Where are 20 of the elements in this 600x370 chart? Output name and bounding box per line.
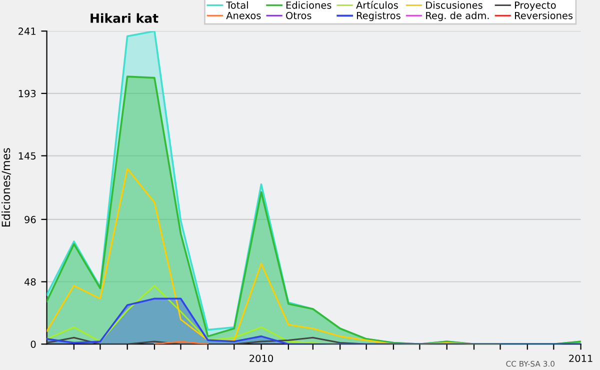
legend-label: Ediciones (286, 1, 332, 9)
legend-label: Discusiones (426, 1, 482, 9)
legend-label: Registros (356, 12, 400, 22)
y-tick-label: 193 (18, 90, 36, 98)
y-tick-label: 48 (24, 278, 36, 286)
chart-title: Hikari kat (90, 13, 158, 23)
y-tick-label: 96 (24, 216, 36, 224)
legend-label: Anexos (226, 12, 261, 20)
y-axis-title: Ediciones/mes (2, 148, 11, 227)
legend-label: Otros (286, 12, 312, 20)
legend-label: Reg. de adm. (426, 12, 489, 22)
y-tick-label: 145 (18, 152, 36, 160)
legend-label: Reversiones (515, 12, 573, 20)
legend-label: Artículos (356, 0, 398, 9)
y-tick-label: 0 (30, 340, 36, 348)
x-tick-label: 2011 (569, 354, 592, 362)
legend-label: Proyecto (515, 2, 556, 11)
y-tick-label: 241 (18, 28, 36, 35)
legend-label: Total (226, 1, 248, 9)
x-tick-label: 2010 (250, 354, 273, 362)
